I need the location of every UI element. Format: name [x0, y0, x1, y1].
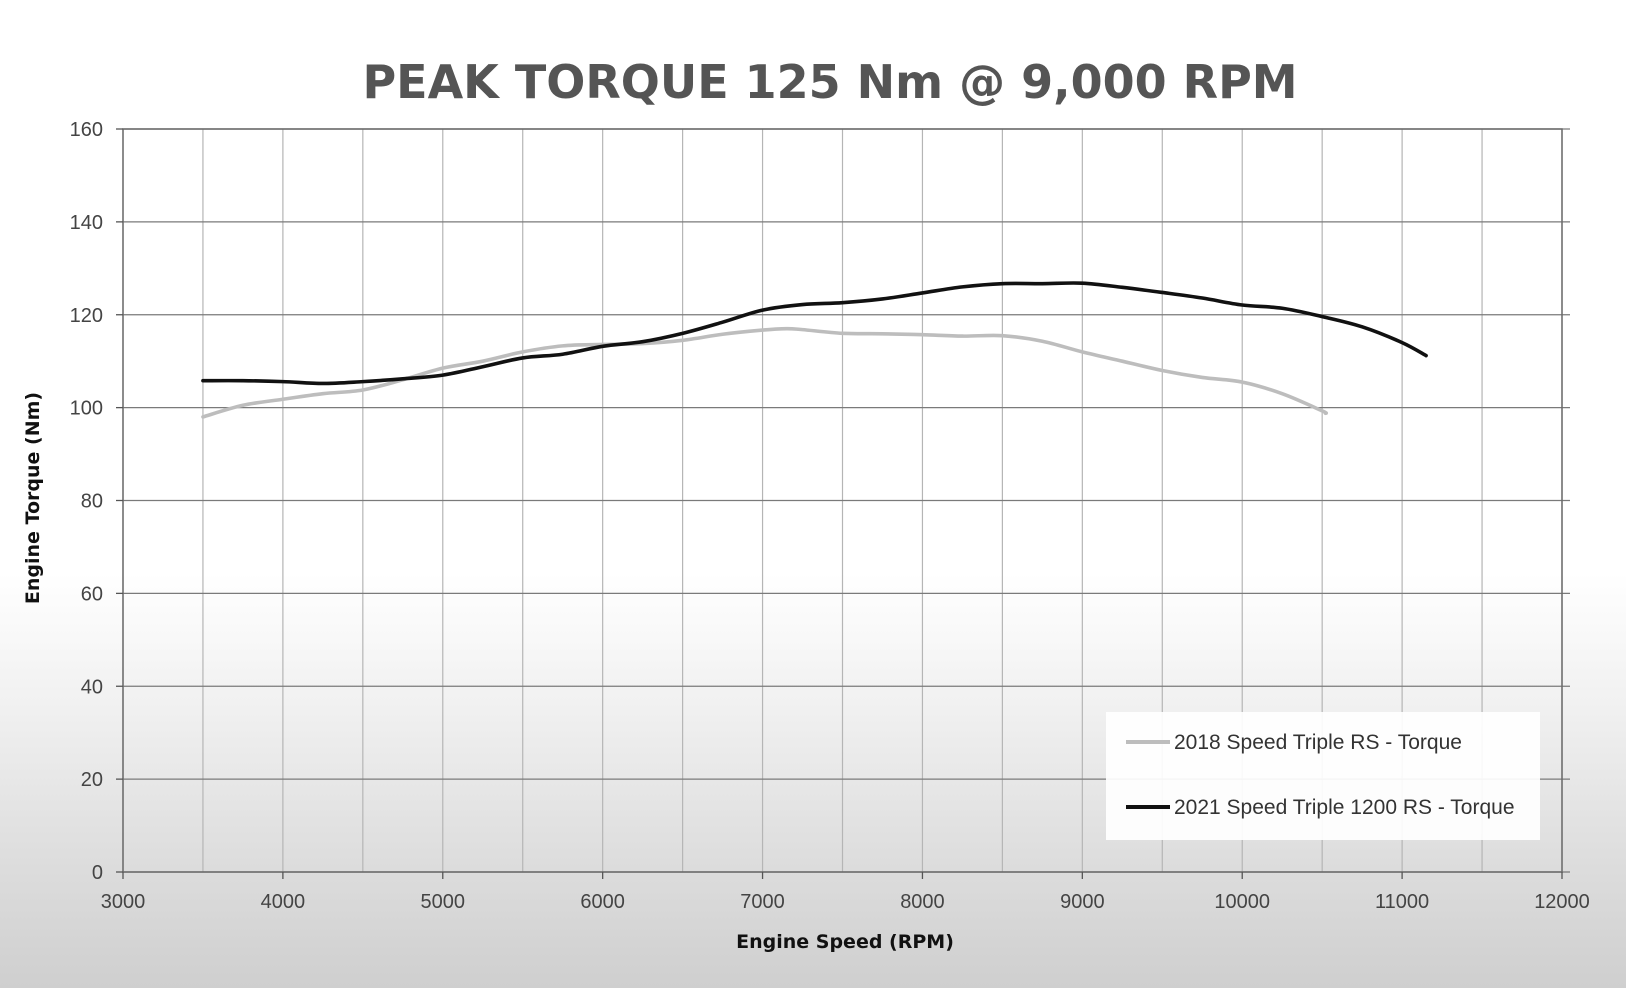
x-tick-label: 9000	[1060, 891, 1105, 913]
legend: 2018 Speed Triple RS - Torque 2021 Speed…	[1106, 712, 1540, 840]
y-axis-title: Engine Torque (Nm)	[22, 392, 44, 604]
y-tick-label: 20	[81, 769, 103, 791]
y-tick-label: 140	[70, 212, 103, 234]
x-tick-label: 5000	[421, 891, 466, 913]
x-tick-label: 11000	[1375, 891, 1429, 913]
legend-label-2018: 2018 Speed Triple RS - Torque	[1174, 731, 1462, 754]
y-tick-label: 120	[70, 305, 103, 327]
series-lines	[201, 281, 1428, 419]
x-tick-label: 6000	[580, 891, 625, 913]
legend-label-2021: 2021 Speed Triple 1200 RS - Torque	[1174, 796, 1515, 819]
legend-background	[1106, 712, 1540, 840]
x-axis-ticks: 3000 4000 5000 6000 7000 8000 9000 10000 11000 12…	[101, 872, 1590, 913]
y-tick-label: 100	[70, 398, 103, 420]
x-axis-title: Engine Speed (RPM)	[736, 931, 954, 953]
x-tick-label: 8000	[900, 891, 945, 913]
x-tick-label: 12000	[1534, 891, 1590, 913]
y-tick-label: 160	[70, 119, 103, 141]
x-tick-label: 10000	[1214, 891, 1270, 913]
y-axis-ticks: 0 20 40 60 80 100 120 140 160	[70, 119, 123, 884]
x-tick-label: 3000	[101, 891, 146, 913]
series-line-2018-speed-triple-rs	[201, 326, 1329, 419]
x-tick-label: 4000	[261, 891, 306, 913]
y-tick-label: 60	[81, 583, 103, 605]
y-tick-label: 40	[81, 676, 103, 698]
chart-title: PEAK TORQUE 125 Nm @ 9,000 RPM	[362, 55, 1297, 109]
x-tick-label: 7000	[740, 891, 785, 913]
y-tick-label: 0	[92, 862, 103, 884]
series-line-2021-speed-triple-1200-rs	[201, 281, 1428, 386]
y-tick-label: 80	[81, 491, 103, 513]
